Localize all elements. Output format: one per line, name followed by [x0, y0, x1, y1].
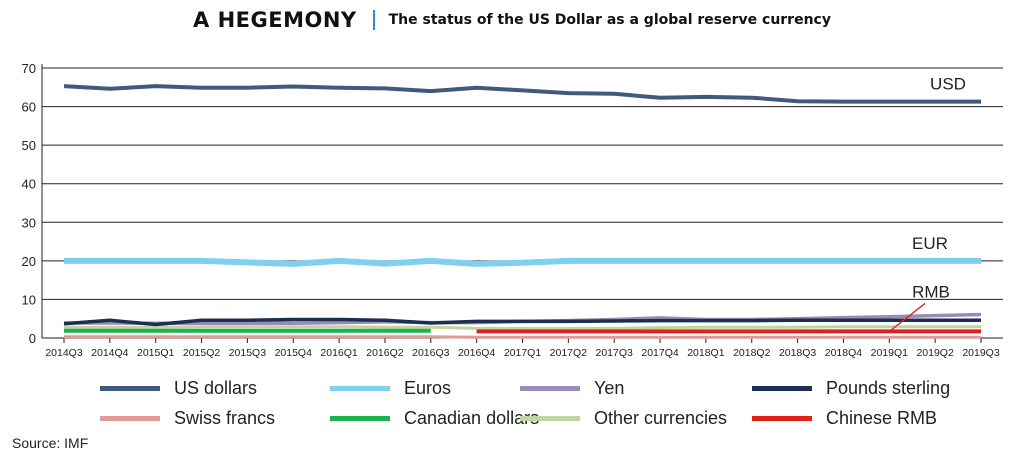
- x-tick-label: 2014Q3: [45, 347, 83, 359]
- legend-swatch: [330, 415, 390, 421]
- legend-swatch: [330, 385, 390, 391]
- legend-swatch: [520, 385, 580, 391]
- y-tick-label: 30: [22, 215, 36, 230]
- series-line-pounds-sterling: [63, 317, 981, 327]
- legend-item: Swiss francs: [100, 406, 275, 430]
- y-tick-label: 70: [22, 61, 36, 76]
- legend-label: Yen: [594, 377, 625, 398]
- y-tick-label: 40: [22, 177, 36, 192]
- chart-header: A HEGEMONY The status of the US Dollar as…: [0, 8, 1024, 36]
- legend-swatch: [100, 415, 160, 421]
- y-tick-label: 0: [29, 331, 36, 346]
- x-tick-label: 2019Q2: [916, 347, 954, 359]
- x-tick-label: 2018Q4: [825, 347, 863, 359]
- y-tick-label: 50: [22, 138, 36, 153]
- source-note: Source: IMF: [12, 435, 89, 451]
- series-line-other-currencies: [64, 325, 981, 330]
- legend-label: Pounds sterling: [826, 377, 951, 398]
- x-tick-label: 2015Q1: [137, 347, 175, 359]
- series-line-euros: [64, 257, 981, 267]
- legend-label: Chinese RMB: [826, 407, 938, 428]
- x-tick-label: 2016Q3: [412, 347, 450, 359]
- x-tick-label: 2017Q4: [641, 347, 679, 359]
- legend-item: Chinese RMB: [752, 406, 937, 430]
- legend-item: Pounds sterling: [752, 376, 950, 400]
- x-tick-label: 2014Q4: [91, 347, 129, 359]
- x-tick-label: 2018Q1: [687, 347, 725, 359]
- legend-item: US dollars: [100, 376, 257, 400]
- legend-label: Other currencies: [594, 407, 728, 428]
- x-tick-label: 2015Q4: [275, 347, 313, 359]
- x-tick-label: 2016Q4: [458, 347, 496, 359]
- x-tick-label: 2019Q1: [871, 347, 909, 359]
- y-tick-label: 60: [22, 100, 36, 115]
- annotation-usd: USD: [930, 75, 966, 94]
- chart-title: A HEGEMONY: [193, 8, 357, 32]
- series-line-us-dollars: [63, 84, 981, 104]
- legend-swatch: [520, 415, 580, 421]
- x-tick-label: 2018Q3: [779, 347, 817, 359]
- x-tick-label: 2017Q2: [550, 347, 588, 359]
- annotation-eur: EUR: [912, 234, 948, 253]
- legend-label: Swiss francs: [174, 407, 276, 428]
- line-chart: 0 10 20 30 40 50 60 70 2014Q3 2014Q4 2015Q1 2015Q2 2…: [22, 61, 1003, 359]
- x-tick-label: 2017Q1: [504, 347, 542, 359]
- legend-swatch: [100, 385, 160, 391]
- legend-label: US dollars: [174, 377, 258, 398]
- legend-item: Other currencies: [520, 406, 727, 430]
- annotation-rmb: RMB: [912, 282, 950, 301]
- y-tick-label: 10: [22, 292, 36, 307]
- annotation-rmb-pointer: [888, 302, 926, 332]
- chart-subtitle: The status of the US Dollar as a global …: [388, 12, 831, 28]
- x-tick-label: 2018Q2: [733, 347, 771, 359]
- legend-item: Yen: [520, 376, 624, 400]
- x-tick-label: 2015Q3: [229, 347, 267, 359]
- legend-label: Canadian dollars: [404, 407, 540, 428]
- legend-item: Euros: [330, 376, 451, 400]
- x-tick-label: 2016Q1: [320, 347, 358, 359]
- legend-swatch: [752, 415, 812, 421]
- legend-swatch: [752, 385, 812, 391]
- x-tick-label: 2016Q2: [366, 347, 404, 359]
- x-tick-label: 2017Q3: [596, 347, 634, 359]
- y-tick-label: 20: [22, 254, 36, 269]
- legend-label: Euros: [404, 377, 452, 398]
- x-tick-label: 2015Q2: [183, 347, 221, 359]
- title-separator: [372, 10, 375, 30]
- x-tick-label: 2019Q3: [962, 347, 1000, 359]
- legend-item: Canadian dollars: [330, 406, 539, 430]
